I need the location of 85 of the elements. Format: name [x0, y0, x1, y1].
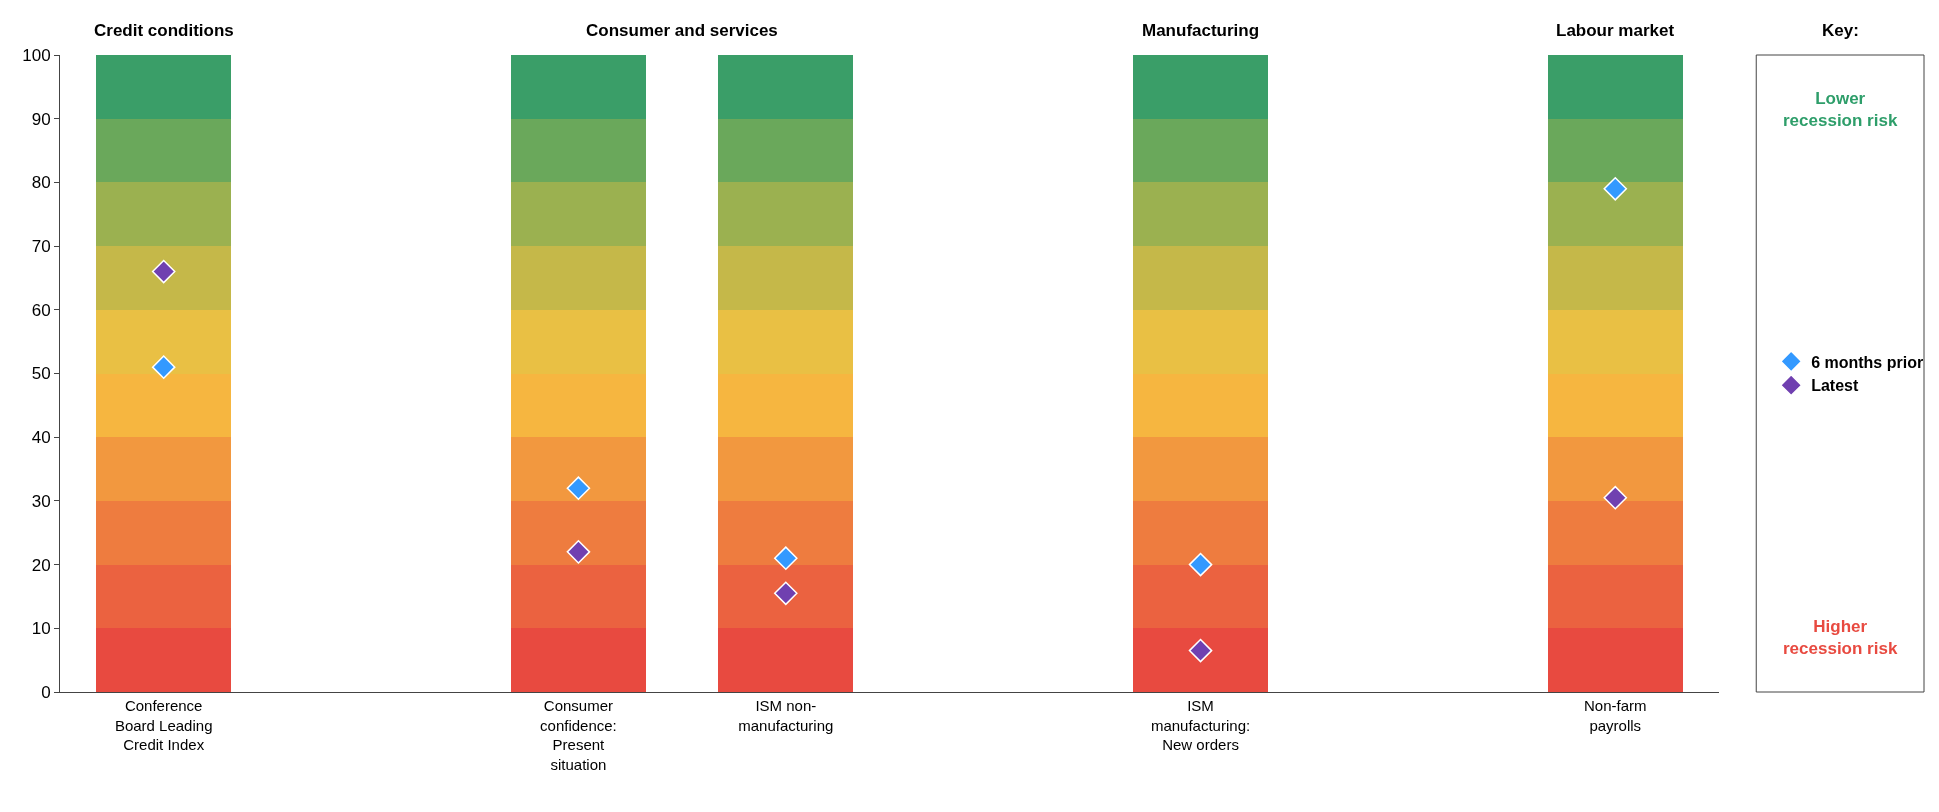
bar — [718, 246, 854, 310]
y-tick-label: 80 — [31, 173, 51, 193]
point — [566, 540, 591, 564]
y-tick-label: 10 — [31, 619, 51, 639]
bar — [96, 564, 232, 629]
bar — [96, 437, 232, 501]
text: Labour market — [1556, 21, 1675, 40]
bar — [1547, 564, 1683, 629]
point — [774, 546, 798, 571]
point — [1603, 176, 1628, 201]
bar — [511, 628, 646, 692]
text: Credit conditions — [94, 21, 234, 40]
bar — [718, 118, 854, 183]
bar — [1547, 373, 1683, 438]
y-tick-label: 50 — [31, 364, 51, 384]
y-tick-label: 30 — [31, 491, 51, 511]
bar — [96, 500, 232, 565]
bar — [1133, 437, 1268, 501]
y-tick-label: 60 — [31, 300, 51, 320]
point — [566, 476, 591, 500]
point — [1188, 552, 1213, 577]
x-tick-label: Conference Board Leading Credit Index — [114, 697, 213, 753]
bar — [511, 500, 646, 565]
legend-label: Latest — [1811, 377, 1859, 395]
bar — [96, 628, 232, 692]
x-tick-label: ISM manufacturing: New orders — [1150, 697, 1251, 753]
bar — [718, 437, 854, 501]
point — [151, 259, 176, 284]
bar — [96, 55, 232, 119]
bar — [1133, 500, 1268, 565]
bar — [511, 437, 646, 501]
text: Consumer and services — [586, 21, 778, 40]
legend-title: Key: — [1822, 21, 1859, 40]
bar — [718, 55, 854, 119]
bar — [96, 182, 232, 247]
bar — [511, 55, 646, 119]
y-tick-label: 70 — [31, 237, 51, 257]
y-tick-label: 0 — [41, 682, 51, 702]
bar — [1547, 309, 1683, 374]
bar — [511, 373, 646, 438]
bar — [511, 246, 646, 310]
bar — [511, 182, 646, 247]
point — [774, 581, 798, 606]
x-tick-label: Consumer confidence: Present situation — [540, 697, 617, 773]
text: Manufacturing — [1142, 21, 1260, 40]
bar — [718, 373, 854, 438]
bar — [1547, 55, 1683, 119]
point — [1603, 485, 1628, 510]
bar — [1133, 309, 1268, 374]
y-tick-label: 20 — [31, 555, 51, 575]
point — [1188, 638, 1213, 663]
bar — [511, 118, 646, 183]
bar — [718, 182, 854, 247]
legend-label: 6 months prior — [1811, 353, 1924, 371]
bar — [96, 373, 232, 438]
bar — [1547, 437, 1683, 501]
bar — [1547, 182, 1683, 247]
bar — [718, 309, 854, 374]
bar — [511, 309, 646, 374]
bar — [1547, 500, 1683, 565]
bar — [1547, 118, 1683, 183]
bar — [1133, 628, 1268, 692]
bar — [511, 564, 646, 629]
bar — [1133, 246, 1268, 310]
bar — [1547, 628, 1683, 692]
y-tick-label: 40 — [31, 428, 51, 448]
bar — [718, 564, 854, 629]
text: Higher recession risk — [1783, 617, 1898, 659]
bar — [96, 246, 232, 310]
bar — [1133, 55, 1268, 119]
text: Lower recession risk — [1783, 89, 1898, 131]
bar — [1133, 118, 1268, 183]
bar — [1133, 564, 1268, 629]
bar — [96, 118, 232, 183]
y-tick-label: 90 — [31, 109, 51, 129]
point — [151, 355, 176, 379]
x-tick-label: ISM non-manufacturing — [738, 697, 834, 734]
bar — [1133, 373, 1268, 438]
x-tick-label: Non-farm payrolls — [1584, 697, 1647, 734]
bar — [718, 500, 854, 565]
bar — [96, 309, 232, 374]
bar — [1547, 246, 1683, 310]
y-tick-label: 100 — [22, 45, 51, 65]
bar — [1133, 182, 1268, 247]
bar — [718, 628, 854, 692]
